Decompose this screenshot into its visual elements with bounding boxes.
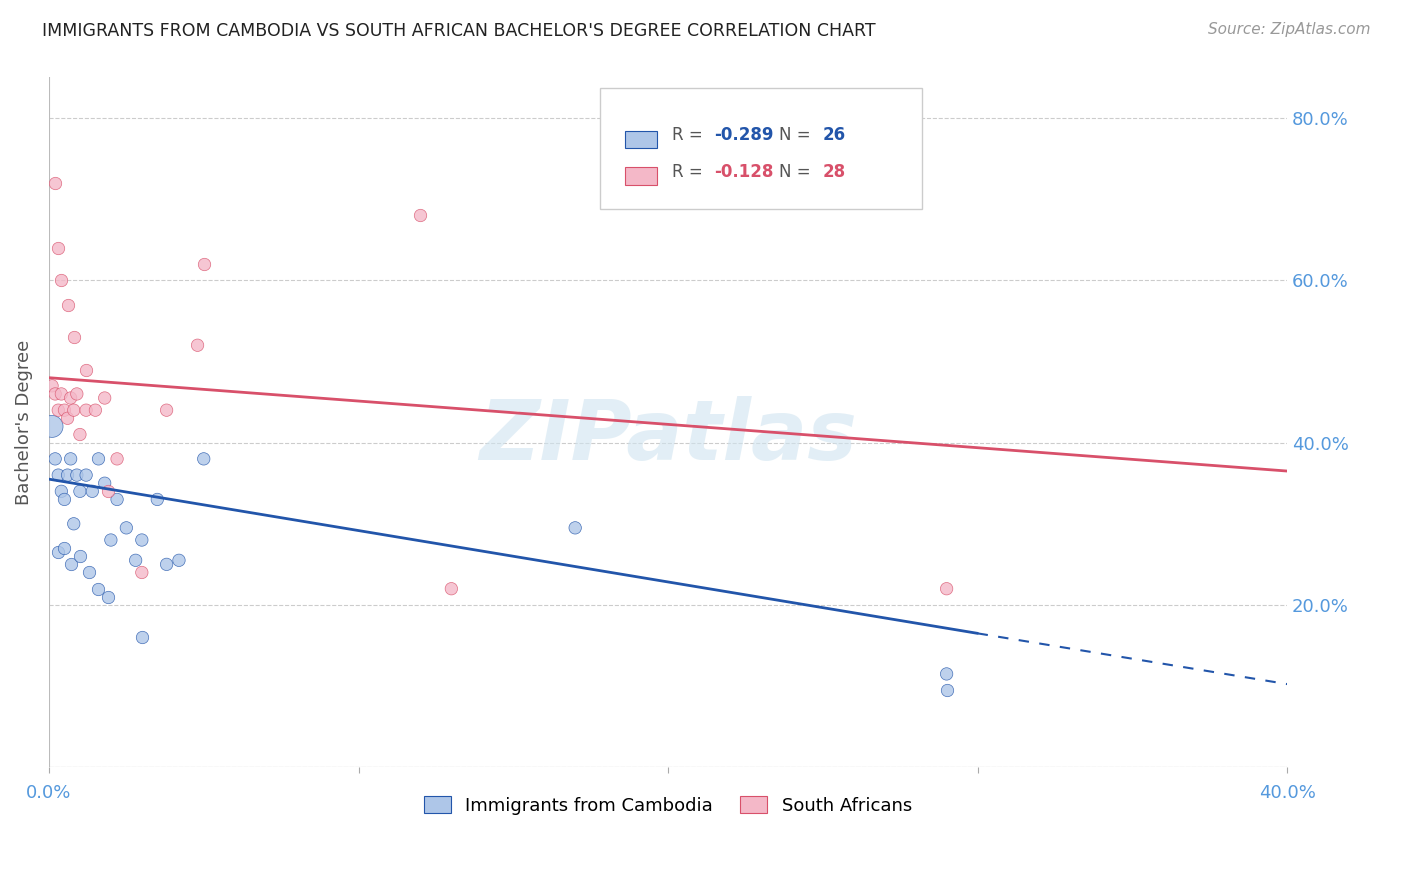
Point	[187, 338, 209, 352]
Point	[41, 379, 63, 393]
Point	[69, 549, 91, 564]
Text: ZIPatlas: ZIPatlas	[479, 396, 858, 476]
Point	[53, 541, 76, 556]
FancyBboxPatch shape	[600, 87, 922, 209]
Point	[105, 492, 128, 507]
Legend: Immigrants from Cambodia, South Africans: Immigrants from Cambodia, South Africans	[415, 788, 921, 824]
Point	[56, 298, 79, 312]
Point	[69, 427, 91, 442]
Point	[53, 403, 76, 417]
Text: -0.128: -0.128	[714, 163, 773, 181]
Text: Source: ZipAtlas.com: Source: ZipAtlas.com	[1208, 22, 1371, 37]
Point	[53, 492, 76, 507]
Point	[440, 582, 463, 596]
Text: R =: R =	[672, 126, 707, 144]
Point	[51, 273, 73, 287]
Point	[82, 484, 104, 499]
Point	[193, 451, 215, 466]
Point	[75, 468, 97, 483]
Text: 28: 28	[823, 163, 846, 181]
Point	[51, 387, 73, 401]
Point	[87, 582, 110, 596]
Point	[115, 521, 138, 535]
Point	[46, 468, 69, 483]
Point	[59, 391, 82, 405]
Text: 26: 26	[823, 126, 846, 144]
Point	[167, 553, 190, 567]
Point	[44, 451, 66, 466]
Point	[59, 558, 82, 572]
Point	[62, 330, 84, 344]
Text: N =: N =	[779, 163, 817, 181]
Text: IMMIGRANTS FROM CAMBODIA VS SOUTH AFRICAN BACHELOR'S DEGREE CORRELATION CHART: IMMIGRANTS FROM CAMBODIA VS SOUTH AFRICA…	[42, 22, 876, 40]
Point	[41, 419, 63, 434]
Point	[131, 533, 153, 547]
Point	[146, 492, 169, 507]
Point	[62, 403, 84, 417]
Point	[193, 257, 215, 271]
Point	[66, 387, 89, 401]
Point	[97, 484, 120, 499]
Point	[69, 484, 91, 499]
Point	[44, 387, 66, 401]
FancyBboxPatch shape	[624, 167, 657, 185]
Point	[100, 533, 122, 547]
Y-axis label: Bachelor's Degree: Bachelor's Degree	[15, 340, 32, 505]
Point	[46, 241, 69, 255]
Point	[56, 411, 79, 425]
Point	[935, 683, 957, 698]
Point	[97, 590, 120, 604]
Point	[51, 484, 73, 499]
Point	[56, 468, 79, 483]
Point	[87, 451, 110, 466]
Point	[46, 545, 69, 559]
Point	[564, 521, 586, 535]
Point	[935, 582, 957, 596]
Point	[124, 553, 146, 567]
Text: -0.289: -0.289	[714, 126, 773, 144]
Point	[77, 566, 100, 580]
Point	[131, 566, 153, 580]
Point	[75, 362, 97, 376]
FancyBboxPatch shape	[624, 130, 657, 148]
Point	[93, 391, 115, 405]
Point	[59, 451, 82, 466]
Point	[131, 631, 153, 645]
Text: N =: N =	[779, 126, 817, 144]
Text: R =: R =	[672, 163, 707, 181]
Point	[62, 516, 84, 531]
Point	[66, 468, 89, 483]
Point	[84, 403, 107, 417]
Point	[409, 208, 432, 222]
Point	[155, 403, 177, 417]
Point	[46, 403, 69, 417]
Point	[75, 403, 97, 417]
Point	[155, 558, 177, 572]
Point	[105, 451, 128, 466]
Point	[935, 667, 957, 681]
Point	[44, 176, 66, 190]
Point	[93, 476, 115, 491]
